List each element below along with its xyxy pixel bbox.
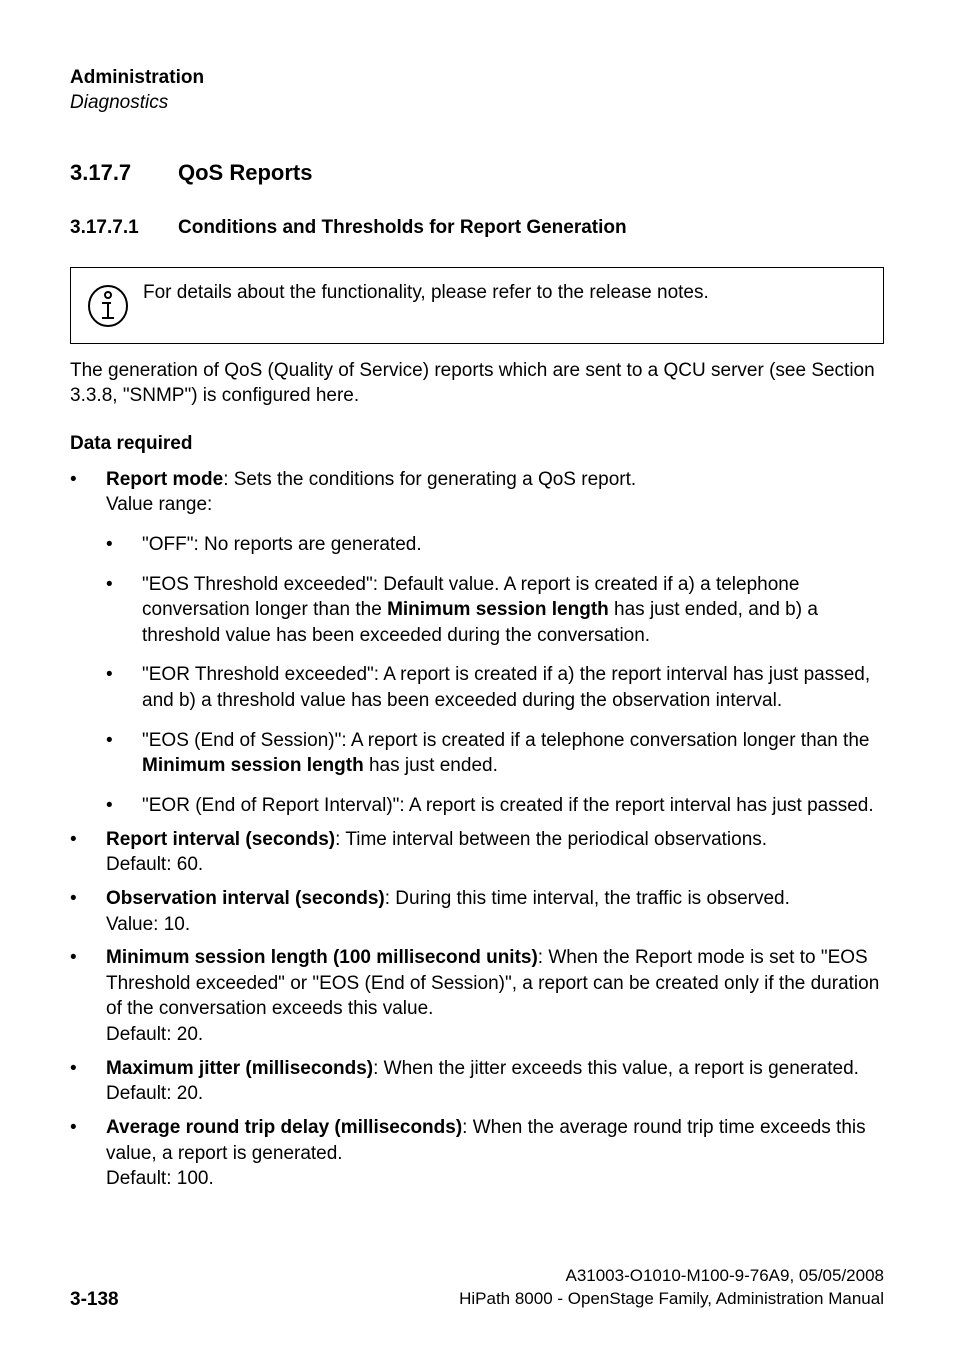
item-text: "EOR Threshold exceeded": A report is cr… bbox=[142, 664, 870, 711]
doc-id: A31003-O1010-M100-9-76A9, 05/05/2008 bbox=[565, 1266, 884, 1285]
subsection-heading: 3.17.7.1 Conditions and Thresholds for R… bbox=[70, 216, 884, 241]
default-text: Default: 100. bbox=[106, 1168, 214, 1189]
default-text: Default: 20. bbox=[106, 1024, 203, 1045]
item-label: Maximum jitter (milliseconds) bbox=[106, 1058, 373, 1079]
list-item: "EOS (End of Session)": A report is crea… bbox=[106, 728, 884, 779]
section-heading: 3.17.7 QoS Reports bbox=[70, 159, 884, 188]
item-text: : Time interval between the periodical o… bbox=[335, 829, 767, 850]
running-header: Administration Diagnostics bbox=[70, 66, 884, 115]
list-item: "EOR (End of Report Interval)": A report… bbox=[106, 793, 884, 819]
item-text: "EOS (End of Session)": A report is crea… bbox=[142, 730, 869, 751]
header-subtitle: Diagnostics bbox=[70, 91, 884, 116]
note-text: For details about the functionality, ple… bbox=[143, 280, 709, 306]
item-label: Average round trip delay (milliseconds) bbox=[106, 1117, 462, 1138]
item-text: : When the jitter exceeds this value, a … bbox=[373, 1058, 859, 1079]
item-text: has just ended. bbox=[364, 755, 498, 776]
list-item: Observation interval (seconds): During t… bbox=[70, 886, 884, 937]
bullet-list: Report mode: Sets the conditions for gen… bbox=[70, 467, 884, 1192]
list-item: Minimum session length (100 millisecond … bbox=[70, 945, 884, 1048]
list-item: Report interval (seconds): Time interval… bbox=[70, 827, 884, 878]
bold-term: Minimum session length bbox=[387, 599, 609, 620]
bold-term: Minimum session length bbox=[142, 755, 364, 776]
list-item: "EOS Threshold exceeded": Default value.… bbox=[106, 572, 884, 649]
item-label: Report interval (seconds) bbox=[106, 829, 335, 850]
default-text: Default: 20. bbox=[106, 1083, 203, 1104]
item-text: "OFF": No reports are generated. bbox=[142, 534, 422, 555]
section-title: QoS Reports bbox=[178, 159, 312, 188]
header-title: Administration bbox=[70, 66, 884, 91]
subsection-number: 3.17.7.1 bbox=[70, 216, 178, 241]
data-required-heading: Data required bbox=[70, 431, 884, 457]
item-label: Report mode bbox=[106, 469, 223, 490]
page: Administration Diagnostics 3.17.7 QoS Re… bbox=[0, 0, 954, 1351]
value-text: Value: 10. bbox=[106, 914, 190, 935]
page-footer: 3-138 A31003-O1010-M100-9-76A9, 05/05/20… bbox=[70, 1265, 884, 1311]
info-icon bbox=[87, 280, 129, 333]
item-text: : Sets the conditions for generating a Q… bbox=[223, 469, 636, 490]
doc-title: HiPath 8000 - OpenStage Family, Administ… bbox=[459, 1289, 884, 1308]
note-box: For details about the functionality, ple… bbox=[70, 267, 884, 344]
list-item: "EOR Threshold exceeded": A report is cr… bbox=[106, 662, 884, 713]
item-label: Minimum session length (100 millisecond … bbox=[106, 947, 538, 968]
list-item: Average round trip delay (milliseconds):… bbox=[70, 1115, 884, 1192]
item-text: "EOR (End of Report Interval)": A report… bbox=[142, 795, 874, 816]
intro-paragraph: The generation of QoS (Quality of Servic… bbox=[70, 358, 884, 409]
value-range-label: Value range: bbox=[106, 494, 212, 515]
list-item: Maximum jitter (milliseconds): When the … bbox=[70, 1056, 884, 1107]
subsection-title: Conditions and Thresholds for Report Gen… bbox=[178, 216, 627, 241]
item-label: Observation interval (seconds) bbox=[106, 888, 385, 909]
page-number: 3-138 bbox=[70, 1289, 119, 1311]
footer-doc-info: A31003-O1010-M100-9-76A9, 05/05/2008 HiP… bbox=[459, 1265, 884, 1311]
sub-list: "OFF": No reports are generated. "EOS Th… bbox=[106, 532, 884, 819]
default-text: Default: 60. bbox=[106, 854, 203, 875]
item-text: : During this time interval, the traffic… bbox=[385, 888, 790, 909]
list-item: Report mode: Sets the conditions for gen… bbox=[70, 467, 884, 819]
list-item: "OFF": No reports are generated. bbox=[106, 532, 884, 558]
section-number: 3.17.7 bbox=[70, 159, 178, 188]
